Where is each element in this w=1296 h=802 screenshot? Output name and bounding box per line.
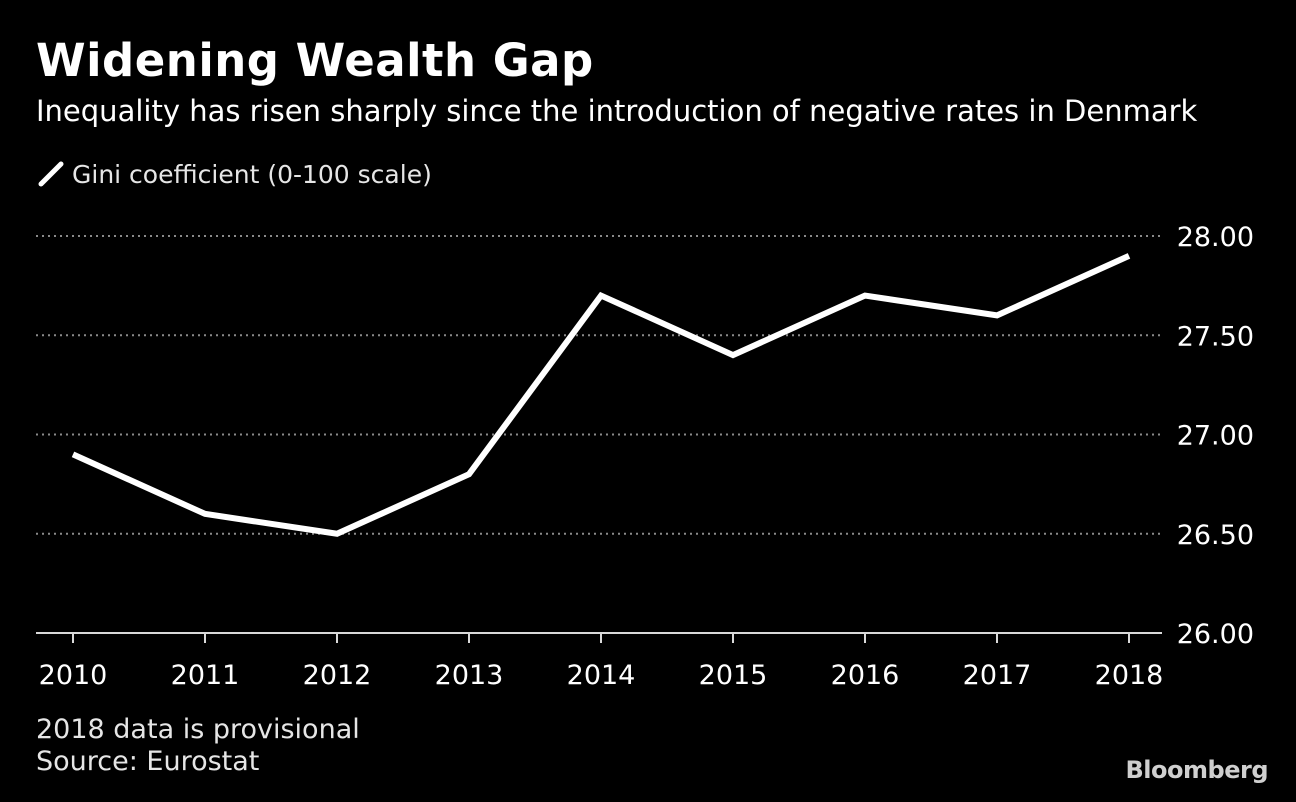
y-tick-label: 27.50: [1177, 321, 1254, 352]
bloomberg-logo: Bloomberg: [1125, 756, 1269, 784]
chart-title: Widening Wealth Gap: [36, 34, 594, 87]
legend-label: Gini coefficient (0-100 scale): [72, 159, 432, 189]
legend-line-icon: [38, 161, 64, 187]
x-tick-label: 2018: [1095, 660, 1164, 691]
footnote: 2018 data is provisional: [36, 714, 360, 745]
x-tick-label: 2014: [567, 660, 636, 691]
source-note: Source: Eurostat: [36, 746, 260, 777]
y-tick-label: 26.00: [1177, 619, 1254, 650]
x-tick-label: 2016: [831, 660, 900, 691]
x-tick-label: 2010: [39, 660, 108, 691]
x-tick-label: 2013: [435, 660, 504, 691]
x-tick-label: 2012: [303, 660, 372, 691]
series-line-gini: [71, 253, 1131, 537]
legend: Gini coefficient (0-100 scale): [36, 157, 432, 191]
x-tick-label: 2011: [171, 660, 240, 691]
y-tick-label: 27.00: [1177, 421, 1254, 452]
y-tick-label: 28.00: [1177, 222, 1254, 253]
x-tick-label: 2017: [963, 660, 1032, 691]
chart-subtitle: Inequality has risen sharply since the i…: [36, 94, 1198, 128]
y-tick-label: 26.50: [1177, 520, 1254, 551]
x-tick-label: 2015: [699, 660, 768, 691]
